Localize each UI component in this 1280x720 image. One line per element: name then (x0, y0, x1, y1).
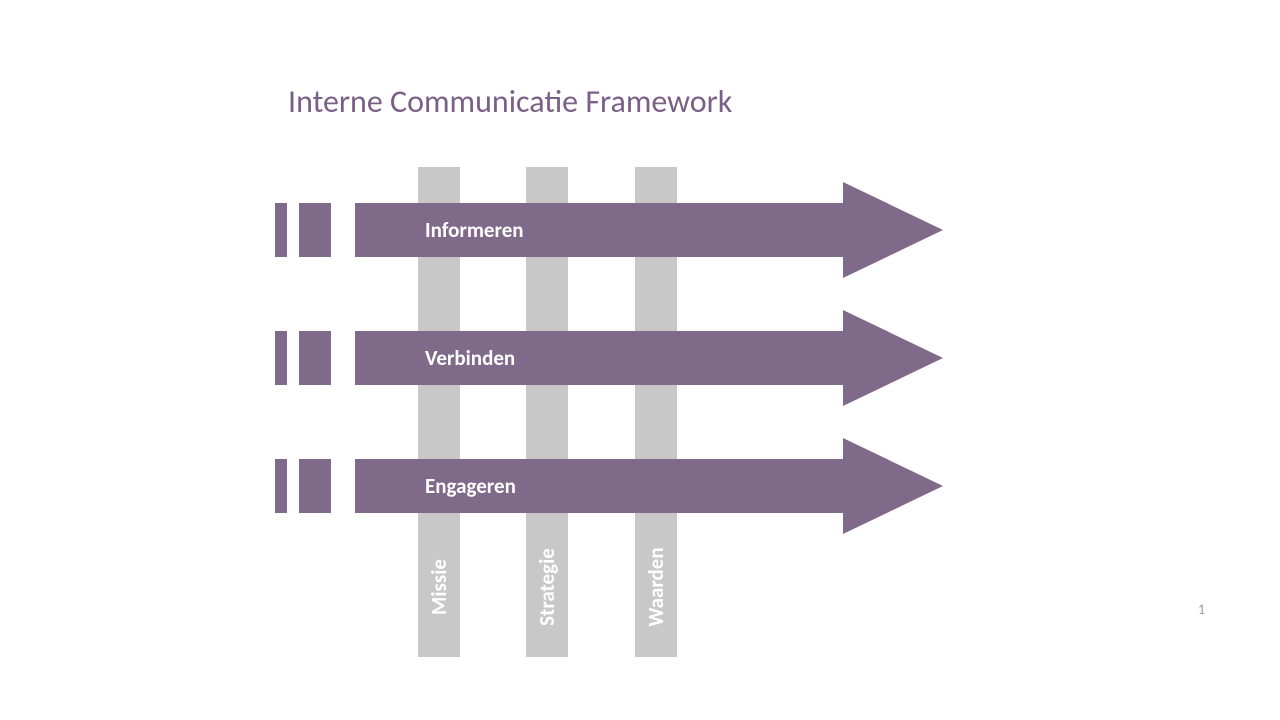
pillar-label-strategie: Strategie (532, 527, 562, 647)
page-number: 1 (1198, 601, 1205, 618)
arrow-head (843, 310, 943, 406)
arrow-head (843, 182, 943, 278)
arrow-dash (299, 203, 331, 257)
arrow-body: Informeren (355, 203, 843, 257)
arrow-body: Verbinden (355, 331, 843, 385)
arrow-label-verbinden: Verbinden (355, 345, 515, 371)
pillar-label-waarden: Waarden (641, 527, 671, 647)
arrow-label-informeren: Informeren (355, 217, 524, 243)
arrow-dash (299, 331, 331, 385)
diagram-title: Interne Communicatie Framework (288, 82, 732, 121)
arrow-dash (275, 331, 287, 385)
pillar-label-missie: Missie (424, 527, 454, 647)
arrow-body: Engageren (355, 459, 843, 513)
arrow-label-engageren: Engageren (355, 473, 516, 499)
arrow-dash (299, 459, 331, 513)
arrow-dash (275, 459, 287, 513)
arrow-head (843, 438, 943, 534)
arrow-dash (275, 203, 287, 257)
